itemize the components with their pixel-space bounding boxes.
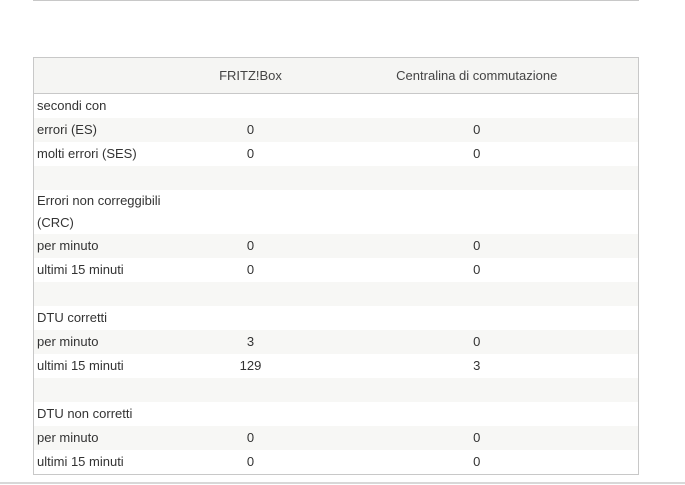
exchange-value: 0 [315, 426, 639, 450]
fritzbox-value: 0 [185, 234, 316, 258]
table-row: DTU non corretti [34, 402, 639, 426]
row-label [33, 166, 186, 190]
fritzbox-value: 0 [246, 454, 255, 469]
fritzbox-value: 0 [185, 118, 316, 142]
exchange-value [315, 378, 639, 402]
fritzbox-value: 0 [246, 146, 255, 161]
table-row: per minuto 0 0 [33, 426, 639, 450]
table-row [33, 282, 639, 306]
table-row [33, 166, 639, 190]
divider [0, 482, 685, 484]
row-label: molti errori (SES) [37, 146, 137, 161]
fritzbox-value [186, 190, 316, 234]
exchange-value [316, 402, 639, 426]
fritzbox-value [185, 282, 316, 306]
row-label [33, 378, 186, 402]
exchange-value [316, 190, 639, 234]
header-fritzbox: FRITZ!Box [185, 57, 316, 94]
row-label: secondi con [37, 98, 107, 113]
table-row: ultimi 15 minuti 0 0 [34, 450, 639, 475]
table-row: molti errori (SES) 0 0 [34, 142, 639, 166]
table-row: secondi con [34, 94, 639, 119]
row-label [33, 282, 186, 306]
table-row: errori (ES) 0 0 [33, 118, 639, 142]
fritzbox-value: 3 [185, 330, 316, 354]
row-label: Errori non correggibili (CRC) [37, 193, 161, 230]
exchange-value [316, 306, 639, 330]
table-row: ultimi 15 minuti 0 0 [34, 258, 639, 282]
table-row: per minuto 3 0 [33, 330, 639, 354]
table-row: Errori non correggibili (CRC) [34, 190, 639, 234]
table-row: DTU corretti [34, 306, 639, 330]
row-label: ultimi 15 minuti [37, 454, 124, 469]
fritzbox-value [186, 306, 316, 330]
exchange-value: 0 [315, 330, 639, 354]
exchange-value: 0 [473, 262, 481, 277]
fritzbox-value [185, 378, 316, 402]
exchange-value: 0 [473, 454, 481, 469]
table-row: ultimi 15 minuti 129 3 [34, 354, 639, 378]
exchange-value [315, 166, 639, 190]
row-label: per minuto [33, 330, 186, 354]
exchange-value: 0 [315, 234, 639, 258]
row-label: per minuto [33, 234, 186, 258]
fritzbox-value: 0 [246, 262, 255, 277]
row-label: errori (ES) [33, 118, 186, 142]
fritzbox-value: 129 [239, 358, 262, 373]
table-row [33, 378, 639, 402]
exchange-value [315, 282, 639, 306]
fritzbox-value [185, 166, 316, 190]
fritzbox-value [186, 94, 316, 119]
exchange-value: 0 [315, 118, 639, 142]
table-row: per minuto 0 0 [33, 234, 639, 258]
row-label: DTU non corretti [37, 406, 133, 421]
row-label: ultimi 15 minuti [37, 358, 124, 373]
row-label: per minuto [33, 426, 186, 450]
exchange-value [316, 94, 639, 119]
exchange-value: 3 [473, 358, 481, 373]
row-label: ultimi 15 minuti [37, 262, 124, 277]
table-header-row: FRITZ!Box Centralina di commutazione [33, 57, 639, 94]
header-exchange: Centralina di commutazione [315, 57, 639, 94]
exchange-value: 0 [473, 146, 481, 161]
row-label: DTU corretti [37, 310, 108, 325]
fritzbox-value [186, 402, 316, 426]
previous-panel [33, 0, 639, 1]
line-errors-table: FRITZ!Box Centralina di commutazione sec… [33, 57, 639, 475]
header-label [33, 57, 186, 94]
fritzbox-value: 0 [185, 426, 316, 450]
